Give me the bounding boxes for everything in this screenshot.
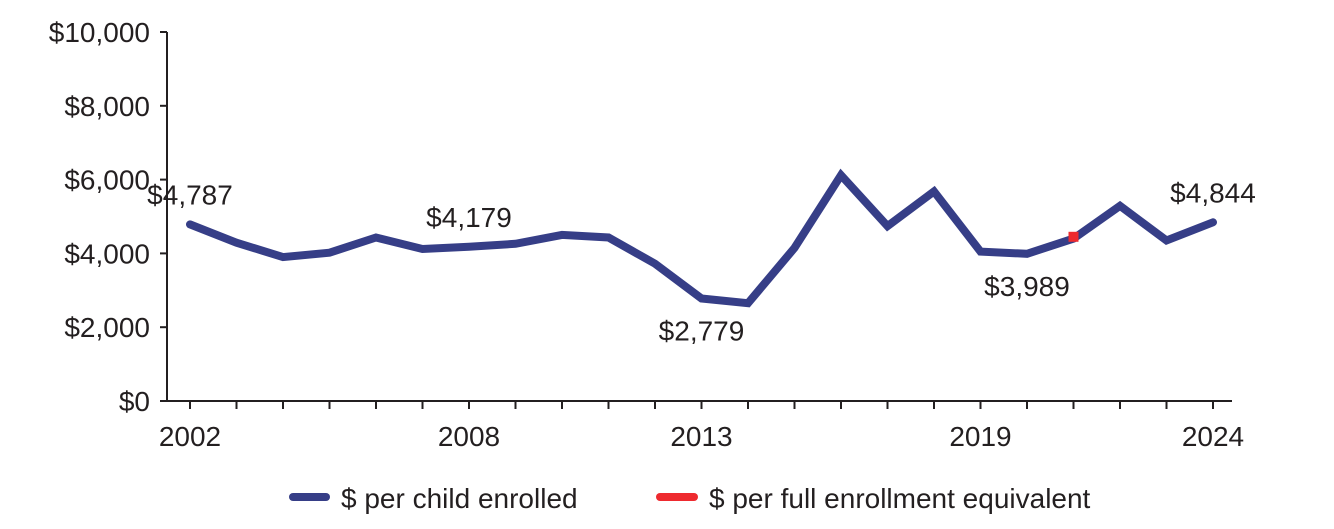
x-tick-label: 2008 <box>438 421 500 452</box>
marker-full-enrollment-equivalent <box>1068 231 1079 242</box>
data-labels: $4,787 $4,179 $2,779 $3,989 $4,844 <box>147 177 1256 346</box>
data-label: $4,844 <box>1170 177 1256 208</box>
x-tick-label: 2002 <box>159 421 221 452</box>
legend-item-per-full-enrollment-equivalent: $ per full enrollment equivalent <box>656 483 1091 514</box>
axes <box>166 32 1232 402</box>
data-label: $4,179 <box>426 202 512 233</box>
x-tick-label: 2019 <box>949 421 1011 452</box>
legend-label: $ per child enrolled <box>341 483 578 514</box>
y-tick-label: $2,000 <box>64 312 150 343</box>
legend-item-per-child-enrolled: $ per child enrolled <box>289 483 578 514</box>
data-label: $2,779 <box>659 315 745 346</box>
x-axis-ticks: 2002 2008 2013 2019 2024 <box>159 401 1244 452</box>
y-tick-label: $10,000 <box>49 17 150 48</box>
y-tick-label: $8,000 <box>64 91 150 122</box>
x-tick-label: 2013 <box>670 421 732 452</box>
legend: $ per child enrolled $ per full enrollmen… <box>289 483 1091 514</box>
data-label: $3,989 <box>984 271 1070 302</box>
y-tick-label: $6,000 <box>64 165 150 196</box>
y-tick-label: $0 <box>119 386 150 417</box>
data-label: $4,787 <box>147 179 233 210</box>
data-series <box>186 168 1217 308</box>
y-axis-ticks: $0 $2,000 $4,000 $6,000 $8,000 $10,000 <box>49 17 167 417</box>
legend-label: $ per full enrollment equivalent <box>709 483 1091 514</box>
x-tick-label: 2024 <box>1182 421 1244 452</box>
y-tick-label: $4,000 <box>64 238 150 269</box>
